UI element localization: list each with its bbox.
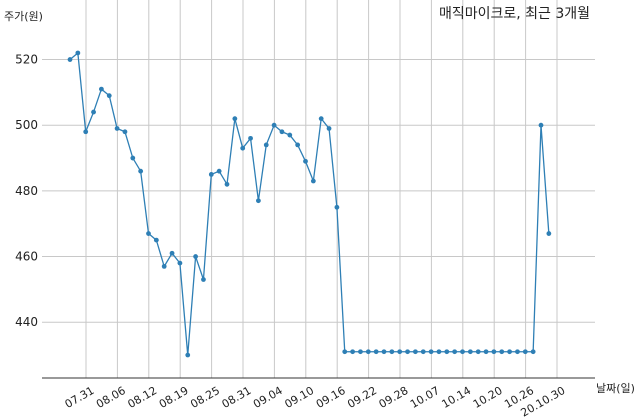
series-line	[69, 51, 550, 356]
x-tick-label: 09.22	[345, 384, 379, 411]
data-point	[201, 277, 206, 282]
x-axis-label: 날짜(일)	[596, 381, 635, 395]
data-point	[522, 349, 528, 355]
data-point	[67, 57, 73, 62]
data-point	[169, 250, 175, 256]
data-point	[193, 254, 199, 259]
data-point	[177, 260, 183, 266]
data-point	[75, 50, 81, 56]
x-tick-label: 08.12	[125, 384, 159, 411]
data-point	[146, 231, 151, 236]
data-point	[428, 349, 434, 355]
data-point	[99, 86, 104, 92]
grid-lines	[42, 0, 595, 378]
y-tick-label: 480	[15, 184, 38, 198]
data-point	[460, 349, 465, 355]
chart-title: 매직마이크로, 최근 3개월	[439, 6, 590, 22]
data-point	[287, 132, 293, 138]
x-tick-label: 09.10	[282, 384, 316, 411]
x-tick-label: 08.31	[220, 384, 254, 411]
data-point	[515, 349, 520, 355]
x-tick-label: 09.04	[251, 384, 285, 411]
data-point	[161, 263, 167, 269]
data-point	[420, 349, 426, 355]
y-tick-label: 520	[15, 53, 38, 67]
data-point	[342, 349, 348, 355]
data-point	[295, 142, 301, 148]
data-point	[83, 129, 89, 135]
data-point	[271, 122, 277, 128]
data-point	[381, 349, 387, 355]
data-point	[303, 158, 308, 164]
data-point	[365, 349, 371, 355]
data-point	[138, 168, 144, 174]
data-point	[475, 349, 481, 355]
data-point	[248, 135, 253, 141]
data-point	[499, 349, 505, 355]
data-point	[530, 349, 536, 355]
data-point	[185, 352, 191, 358]
y-axis-label: 주가(원)	[4, 10, 43, 23]
data-point	[91, 109, 96, 115]
data-point	[334, 204, 340, 210]
y-axis-ticks: 440 460 480 500 520	[15, 53, 38, 330]
data-point	[491, 349, 497, 355]
data-point	[507, 349, 512, 355]
data-point	[373, 349, 379, 355]
data-point	[208, 172, 214, 177]
data-point	[397, 349, 403, 355]
x-tick-label: 10.07	[408, 384, 442, 411]
y-tick-label: 460	[15, 250, 38, 264]
data-point	[310, 178, 316, 184]
data-point	[467, 349, 473, 355]
data-point	[436, 349, 442, 355]
data-points	[67, 50, 552, 358]
x-axis-ticks: 07.3108.0608.1208.1908.2508.3109.0409.10…	[63, 384, 568, 419]
y-tick-label: 500	[15, 118, 38, 132]
y-tick-label: 440	[15, 315, 38, 329]
x-tick-label: 10.14	[439, 384, 473, 411]
data-point	[263, 142, 269, 148]
data-point	[546, 231, 552, 236]
data-point	[318, 116, 324, 122]
data-point	[452, 349, 458, 355]
x-tick-label: 07.31	[63, 384, 97, 411]
x-tick-label: 10.20	[471, 384, 505, 411]
data-point	[216, 168, 222, 174]
data-point	[114, 126, 120, 131]
data-point	[405, 349, 410, 355]
data-point	[326, 126, 332, 131]
data-point	[153, 237, 159, 243]
data-point	[350, 349, 355, 355]
data-point	[130, 155, 136, 161]
x-tick-label: 08.25	[188, 384, 222, 411]
data-point	[538, 122, 544, 128]
data-point	[483, 349, 489, 355]
data-point	[389, 349, 395, 355]
x-tick-label: 08.06	[94, 384, 128, 411]
data-point	[240, 145, 246, 151]
x-tick-label: 09.16	[314, 384, 348, 411]
data-point	[279, 129, 285, 135]
data-point	[444, 349, 450, 355]
x-tick-label: 08.19	[157, 384, 191, 411]
data-point	[358, 349, 363, 355]
x-tick-label: 09.28	[377, 384, 411, 411]
data-point	[256, 198, 261, 204]
data-point	[122, 129, 128, 135]
data-point	[224, 181, 230, 187]
data-point	[232, 116, 238, 122]
data-point	[413, 349, 418, 355]
data-point	[106, 93, 112, 99]
